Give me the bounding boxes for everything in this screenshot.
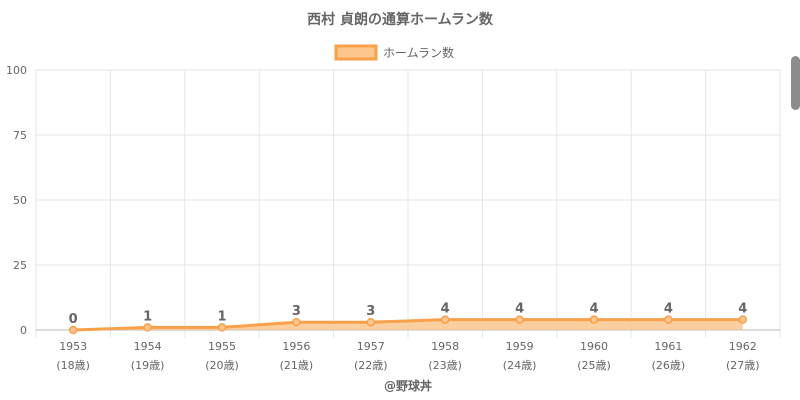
data-label: 0 [69,312,78,327]
x-tick-age-label: (18歳) [56,359,90,372]
data-point[interactable] [217,323,227,332]
data-point[interactable] [589,315,599,324]
x-tick-label: 1955 [208,340,236,353]
x-tick-age-label: (25歳) [577,359,611,372]
x-tick-label: 1961 [654,340,682,353]
series-line [73,318,743,332]
x-tick-age-label: (24歳) [503,359,537,372]
data-point[interactable] [440,315,450,324]
data-label: 4 [441,302,450,317]
x-tick-label: 1962 [729,340,757,353]
data-point[interactable] [143,323,152,332]
data-point[interactable] [68,325,78,335]
y-tick-label: 75 [13,129,27,142]
data-point[interactable] [292,317,301,327]
x-tick-age-label: (23歳) [428,359,462,372]
data-point[interactable] [366,317,376,327]
data-point[interactable] [664,315,673,324]
x-tick-label: 1957 [357,340,385,353]
data-label: 4 [515,302,524,317]
x-tick-age-label: (27歳) [726,359,760,372]
legend-label[interactable]: ホームラン数 [383,45,454,60]
data-label: 4 [589,302,598,317]
data-label: 4 [664,302,673,317]
data-label: 1 [143,309,152,324]
y-tick-label: 100 [6,64,27,77]
x-tick-label: 1958 [431,340,459,353]
data-label: 3 [366,304,375,319]
chart-title: 西村 貞朗の通算ホームラン数 [307,11,494,28]
x-tick-label: 1956 [282,340,310,353]
scrollbar-thumb[interactable] [791,56,800,110]
x-tick-label: 1960 [580,340,608,353]
y-tick-label: 25 [13,259,27,272]
x-tick-label: 1959 [506,340,534,353]
legend[interactable]: ホームラン数 [334,44,454,61]
series-home-runs [68,315,748,335]
x-tick-age-label: (22歳) [354,359,388,372]
data-label: 3 [292,304,301,319]
credit-label: @野球丼 [384,378,432,393]
x-tick-age-label: (21歳) [280,359,314,372]
y-tick-label: 50 [13,194,27,207]
x-tick-age-label: (20歳) [205,359,239,372]
x-tick-label: 1953 [59,340,87,353]
data-point[interactable] [515,315,524,324]
x-tick-age-label: (26歳) [652,359,686,372]
data-label: 1 [217,309,226,324]
x-tick-label: 1954 [134,340,162,353]
x-tick-age-label: (19歳) [131,359,165,372]
data-labels: 0 1 1 3 3 4 4 4 4 4 [69,302,748,327]
y-axis: 0 25 50 75 100 [6,64,27,337]
legend-swatch[interactable] [334,44,378,61]
data-point[interactable] [738,315,748,324]
data-label: 4 [738,302,747,317]
grid-lines [35,69,781,338]
y-tick-label: 0 [20,324,27,337]
